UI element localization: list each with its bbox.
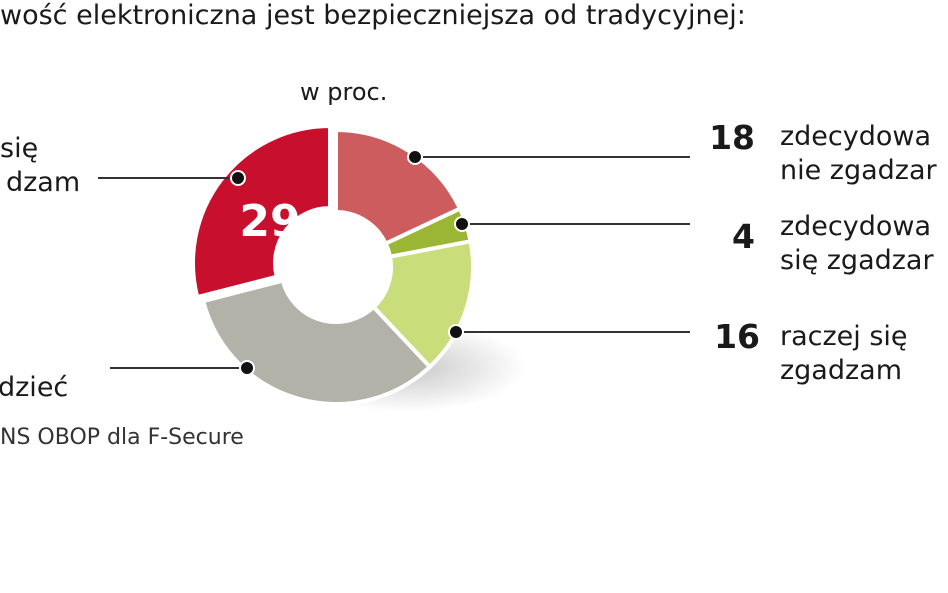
unit-label: w proc. — [300, 78, 388, 106]
value-label-1: 4 — [732, 217, 755, 256]
donut-slice-3 — [200, 278, 433, 406]
source-note: NS OBOP dla F-Secure — [0, 425, 244, 450]
slice-label-4-line2: dzam — [6, 167, 81, 198]
slice-label-4-line1: się — [0, 133, 39, 164]
slice-label-3-line1: dzieć — [0, 372, 69, 403]
slice-label-1-line2: się zgadzar — [780, 245, 934, 276]
value-label-2: 16 — [714, 317, 760, 356]
slice-label-0-line1: zdecydowa — [780, 121, 932, 152]
value-label-0: 18 — [709, 118, 755, 157]
chart-title: wość elektroniczna jest bezpieczniejsza … — [0, 0, 746, 31]
leader-dot-1 — [454, 216, 470, 232]
slice-label-0-line2: nie zgadzar — [780, 155, 937, 186]
donut-slice-4 — [191, 123, 332, 300]
slice-value-in-chart: 29 — [239, 196, 300, 247]
leader-dot-4 — [230, 170, 246, 186]
donut-slice-0 — [334, 127, 463, 247]
leader-dot-3 — [239, 360, 255, 376]
slice-label-2-line1: raczej się — [780, 321, 908, 352]
donut-slice-2 — [370, 238, 475, 370]
leader-dot-0 — [407, 149, 423, 165]
slice-label-2-line2: zgadzam — [780, 355, 903, 386]
slice-label-1-line1: zdecydowa — [780, 211, 932, 242]
leader-dot-2 — [448, 324, 464, 340]
